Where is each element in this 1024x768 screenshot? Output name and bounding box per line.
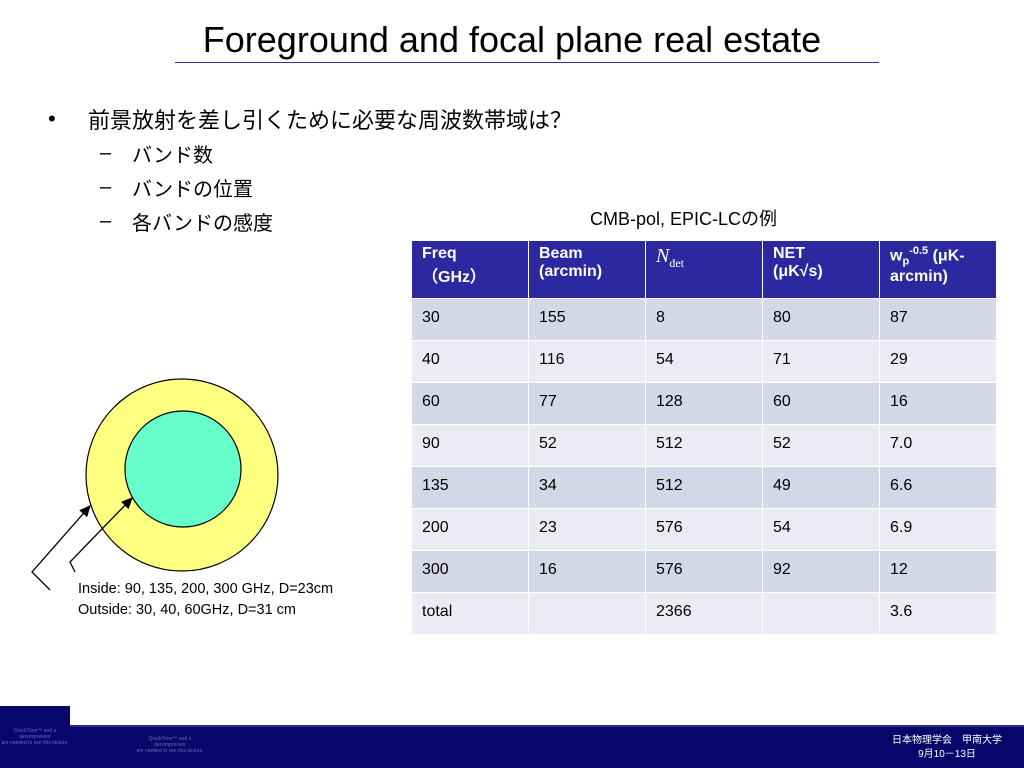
table-cell: 29 (879, 340, 997, 383)
footer-venue-line1: 日本物理学会 甲南大学 (892, 735, 1002, 746)
table-caption: CMB-pol, EPIC-LCの例 (590, 209, 778, 229)
footer-rule (0, 725, 1024, 727)
table-cell: 34 (528, 466, 646, 509)
table-cell: 576 (645, 508, 763, 551)
title-underline (175, 62, 879, 63)
sub-bullet: – バンド数 (100, 136, 572, 170)
table-cell: 30 (411, 298, 529, 341)
table-cell: 3.6 (879, 592, 997, 635)
table-cell: 71 (762, 340, 880, 383)
table-row: total 2366 3.6 (411, 592, 997, 635)
table-cell: 512 (645, 424, 763, 467)
table-cell (762, 592, 880, 635)
table-cell: 60 (411, 382, 529, 425)
table-cell: 8 (645, 298, 763, 341)
table-cell: 6.9 (879, 508, 997, 551)
table-cell: 576 (645, 550, 763, 593)
table-row: 135 34 512 49 6.6 (411, 466, 997, 509)
footer-venue-line2: 9月10－13日 (918, 749, 976, 760)
table-cell (528, 592, 646, 635)
table-cell: 155 (528, 298, 646, 341)
sub-bullet-text: バンド数 (132, 144, 213, 167)
table-row: 200 23 576 54 6.9 (411, 508, 997, 551)
table-row: 30 155 8 80 87 (411, 298, 997, 341)
sub-bullet-text: 各バンドの感度 (132, 212, 273, 235)
outer-pointer-arrow (31, 505, 91, 591)
table-row: 300 16 576 92 12 (411, 550, 997, 593)
table-cell: 52 (762, 424, 880, 467)
sub-bullet: – 各バンドの感度 (100, 204, 572, 238)
table-cell: 116 (528, 340, 646, 383)
placeholder-text-left: QuickTime™ and a decompressor are needed t… (1, 728, 69, 746)
dash-icon: – (100, 209, 112, 232)
table-cell: 54 (645, 340, 763, 383)
table-cell: 200 (411, 508, 529, 551)
table-cell: 128 (645, 382, 763, 425)
table-cell: 7.0 (879, 424, 997, 467)
table-cell: 87 (879, 298, 997, 341)
bullet-main: • 前景放射を差し引くために必要な周波数帯域は？ (48, 102, 572, 136)
table-cell: 90 (411, 424, 529, 467)
header-beam: Beam (arcmin) (528, 240, 646, 299)
table-cell: 2366 (645, 592, 763, 635)
sub-bullet-text: バンドの位置 (132, 178, 253, 201)
header-net: NET (μK√s) (762, 240, 880, 299)
table-cell: 16 (879, 382, 997, 425)
inner-circle (124, 410, 242, 528)
header-wp: wp-0.5 (μK-arcmin) (879, 240, 997, 299)
diagram-note: Inside: 90, 135, 200, 300 GHz, D=23cm Ou… (78, 579, 333, 621)
slide-title: Foreground and focal plane real estate (202, 19, 822, 60)
bullet-main-text: 前景放射を差し引くために必要な周波数帯域は？ (88, 108, 573, 133)
footer-logo-box (0, 706, 70, 768)
table-cell: 23 (528, 508, 646, 551)
table-cell: 52 (528, 424, 646, 467)
table-cell: 12 (879, 550, 997, 593)
table-cell: 77 (528, 382, 646, 425)
table-cell: 92 (762, 550, 880, 593)
table-cell: 135 (411, 466, 529, 509)
table-cell: 40 (411, 340, 529, 383)
table-cell: total (411, 592, 529, 635)
header-ndet: Ndet (645, 240, 763, 299)
table-cell: 54 (762, 508, 880, 551)
table-header-row: Freq （GHz） Beam (arcmin) Ndet NET (μK√s) wp… (411, 240, 997, 299)
table-cell: 49 (762, 466, 880, 509)
bullet-dot-icon: • (48, 106, 56, 131)
table-cell: 60 (762, 382, 880, 425)
dash-icon: – (100, 175, 112, 198)
footer-bar (0, 727, 1024, 768)
placeholder-text-mid: QuickTime™ and a decompressor are needed t… (136, 736, 204, 754)
footer-venue: 日本物理学会 甲南大学 9月10－13日 (892, 734, 1002, 762)
table-cell: 6.6 (879, 466, 997, 509)
inner-pointer-arrow (69, 497, 133, 573)
bullet-list: • 前景放射を差し引くために必要な周波数帯域は？ – バンド数 – バンドの位置… (48, 102, 572, 238)
focal-plane-diagram (31, 378, 279, 591)
table-row: 90 52 512 52 7.0 (411, 424, 997, 467)
sub-bullet: – バンドの位置 (100, 170, 572, 204)
band-table: Freq （GHz） Beam (arcmin) Ndet NET (μK√s) wp… (411, 240, 997, 635)
table-cell: 16 (528, 550, 646, 593)
table-cell: 512 (645, 466, 763, 509)
table-row: 40 116 54 71 29 (411, 340, 997, 383)
table-cell: 80 (762, 298, 880, 341)
table-cell: 300 (411, 550, 529, 593)
header-freq: Freq （GHz） (411, 240, 529, 299)
table-row: 60 77 128 60 16 (411, 382, 997, 425)
note-line-outside: Outside: 30, 40, 60GHz, D=31 cm (78, 602, 297, 618)
note-line-inside: Inside: 90, 135, 200, 300 GHz, D=23cm (78, 581, 334, 597)
dash-icon: – (100, 141, 112, 164)
